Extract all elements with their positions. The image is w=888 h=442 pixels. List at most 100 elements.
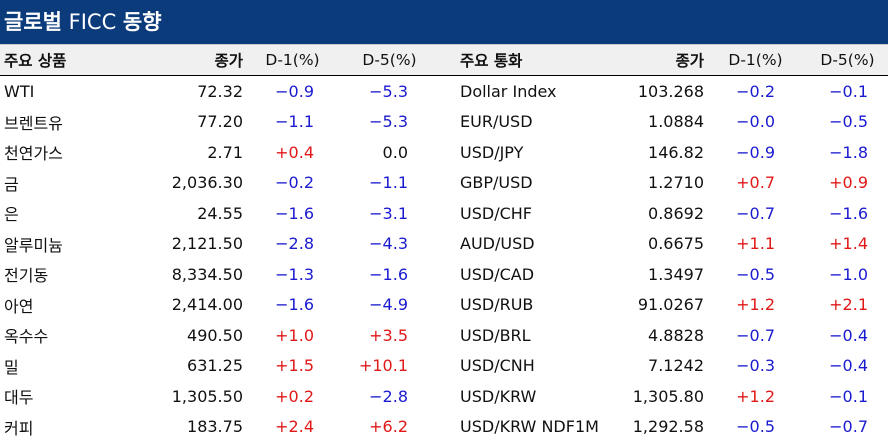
commodity-d1-change: −0.2 bbox=[275, 168, 314, 199]
currency-d1-change: +0.7 bbox=[736, 168, 775, 199]
currency-d1-change: +1.2 bbox=[736, 290, 775, 321]
currency-d5-change: −0.7 bbox=[829, 412, 868, 442]
header-price-commodity: 종가 bbox=[214, 45, 243, 75]
commodity-d5-change: 0.0 bbox=[383, 137, 408, 168]
product-name: 브렌트유 bbox=[4, 107, 63, 138]
currency-d5-change: +1.4 bbox=[829, 229, 868, 260]
commodity-d1-change: −0.9 bbox=[275, 76, 314, 107]
currency-price: 103.268 bbox=[638, 76, 704, 107]
header-d1-currency: D-1(%) bbox=[718, 45, 793, 75]
currency-price: 0.8692 bbox=[648, 198, 704, 229]
currency-pair: USD/KRW NDF1M bbox=[460, 412, 599, 442]
commodity-d1-change: −1.6 bbox=[275, 290, 314, 321]
product-name: 아연 bbox=[4, 290, 33, 321]
table-header-row: 주요 상품 종가 D-1(%) D-5(%) 주요 통화 종가 D-1(%) D… bbox=[0, 44, 888, 76]
product-name: WTI bbox=[4, 76, 34, 107]
commodity-d1-change: −1.1 bbox=[275, 107, 314, 138]
currency-d1-change: −0.2 bbox=[736, 76, 775, 107]
product-name: 밀 bbox=[4, 351, 19, 382]
commodity-price: 72.32 bbox=[197, 76, 243, 107]
currency-pair: USD/JPY bbox=[460, 137, 523, 168]
currency-d1-change: −0.5 bbox=[736, 259, 775, 290]
currency-pair: USD/CNH bbox=[460, 351, 535, 382]
commodity-price: 1,305.50 bbox=[172, 381, 243, 412]
product-name: 알루미늄 bbox=[4, 229, 63, 260]
commodity-d1-change: −2.8 bbox=[275, 229, 314, 260]
commodity-d5-change: −4.9 bbox=[369, 290, 408, 321]
report-title-bar: 글로벌 FICC 동향 bbox=[0, 0, 888, 44]
currency-d5-change: −0.5 bbox=[829, 107, 868, 138]
currency-d1-change: −0.9 bbox=[736, 137, 775, 168]
currency-d1-change: −0.7 bbox=[736, 320, 775, 351]
table-row: WTI 72.32 −0.9 −5.3 Dollar Index 103.268 −0.2 −… bbox=[0, 76, 888, 107]
commodity-price: 2,121.50 bbox=[172, 229, 243, 260]
product-name: 대두 bbox=[4, 381, 33, 412]
currency-d5-change: −0.1 bbox=[829, 381, 868, 412]
commodity-price: 2,414.00 bbox=[172, 290, 243, 321]
currency-pair: GBP/USD bbox=[460, 168, 533, 199]
currency-d5-change: +0.9 bbox=[829, 168, 868, 199]
commodity-price: 2.71 bbox=[207, 137, 243, 168]
currency-d1-change: −0.7 bbox=[736, 198, 775, 229]
currency-price: 1.0884 bbox=[648, 107, 704, 138]
currency-d1-change: −0.3 bbox=[736, 351, 775, 382]
commodity-price: 77.20 bbox=[197, 107, 243, 138]
currency-d5-change: −0.4 bbox=[829, 351, 868, 382]
commodity-price: 8,334.50 bbox=[172, 259, 243, 290]
commodity-price: 490.50 bbox=[187, 320, 243, 351]
currency-price: 91.0267 bbox=[638, 290, 704, 321]
currency-price: 4.8828 bbox=[648, 320, 704, 351]
commodity-d1-change: +0.4 bbox=[275, 137, 314, 168]
currency-d5-change: −0.4 bbox=[829, 320, 868, 351]
currency-pair: USD/CHF bbox=[460, 198, 532, 229]
currency-price: 1.2710 bbox=[648, 168, 704, 199]
product-name: 은 bbox=[4, 198, 19, 229]
currency-d1-change: +1.2 bbox=[736, 381, 775, 412]
currency-pair: AUD/USD bbox=[460, 229, 535, 260]
commodity-d5-change: −5.3 bbox=[369, 76, 408, 107]
commodity-d1-change: −1.3 bbox=[275, 259, 314, 290]
commodity-price: 24.55 bbox=[197, 198, 243, 229]
product-name: 금 bbox=[4, 168, 19, 199]
commodity-d5-change: −5.3 bbox=[369, 107, 408, 138]
commodity-d5-change: −1.1 bbox=[369, 168, 408, 199]
header-price-currency: 종가 bbox=[675, 45, 704, 75]
header-d1-commodity: D-1(%) bbox=[255, 45, 330, 75]
commodity-price: 631.25 bbox=[187, 351, 243, 382]
commodity-d1-change: +1.0 bbox=[275, 320, 314, 351]
currency-price: 7.1242 bbox=[648, 351, 704, 382]
product-name: 천연가스 bbox=[4, 137, 63, 168]
commodity-d5-change: −2.8 bbox=[369, 381, 408, 412]
currency-price: 1,305.80 bbox=[633, 381, 704, 412]
table-row: 금 2,036.30 −0.2 −1.1 GBP/USD 1.2710 +0.7 +0.9 bbox=[0, 168, 888, 199]
header-product: 주요 상품 bbox=[4, 45, 66, 75]
currency-pair: USD/CAD bbox=[460, 259, 534, 290]
commodity-d1-change: +0.2 bbox=[275, 381, 314, 412]
currency-d1-change: −0.5 bbox=[736, 412, 775, 442]
commodity-d5-change: +10.1 bbox=[359, 351, 408, 382]
commodity-price: 183.75 bbox=[187, 412, 243, 442]
title-main: 글로벌 bbox=[4, 10, 62, 34]
currency-pair: Dollar Index bbox=[460, 76, 557, 107]
commodity-price: 2,036.30 bbox=[172, 168, 243, 199]
currency-price: 146.82 bbox=[648, 137, 704, 168]
title-tail: 동향 bbox=[123, 10, 162, 34]
header-d5-currency: D-5(%) bbox=[810, 45, 885, 75]
currency-d5-change: −0.1 bbox=[829, 76, 868, 107]
currency-price: 0.6675 bbox=[648, 229, 704, 260]
currency-d5-change: −1.6 bbox=[829, 198, 868, 229]
title-sub: FICC bbox=[62, 10, 123, 34]
header-d5-commodity: D-5(%) bbox=[352, 45, 427, 75]
currency-pair: USD/BRL bbox=[460, 320, 531, 351]
currency-price: 1.3497 bbox=[648, 259, 704, 290]
product-name: 전기동 bbox=[4, 259, 48, 290]
commodity-d1-change: −1.6 bbox=[275, 198, 314, 229]
